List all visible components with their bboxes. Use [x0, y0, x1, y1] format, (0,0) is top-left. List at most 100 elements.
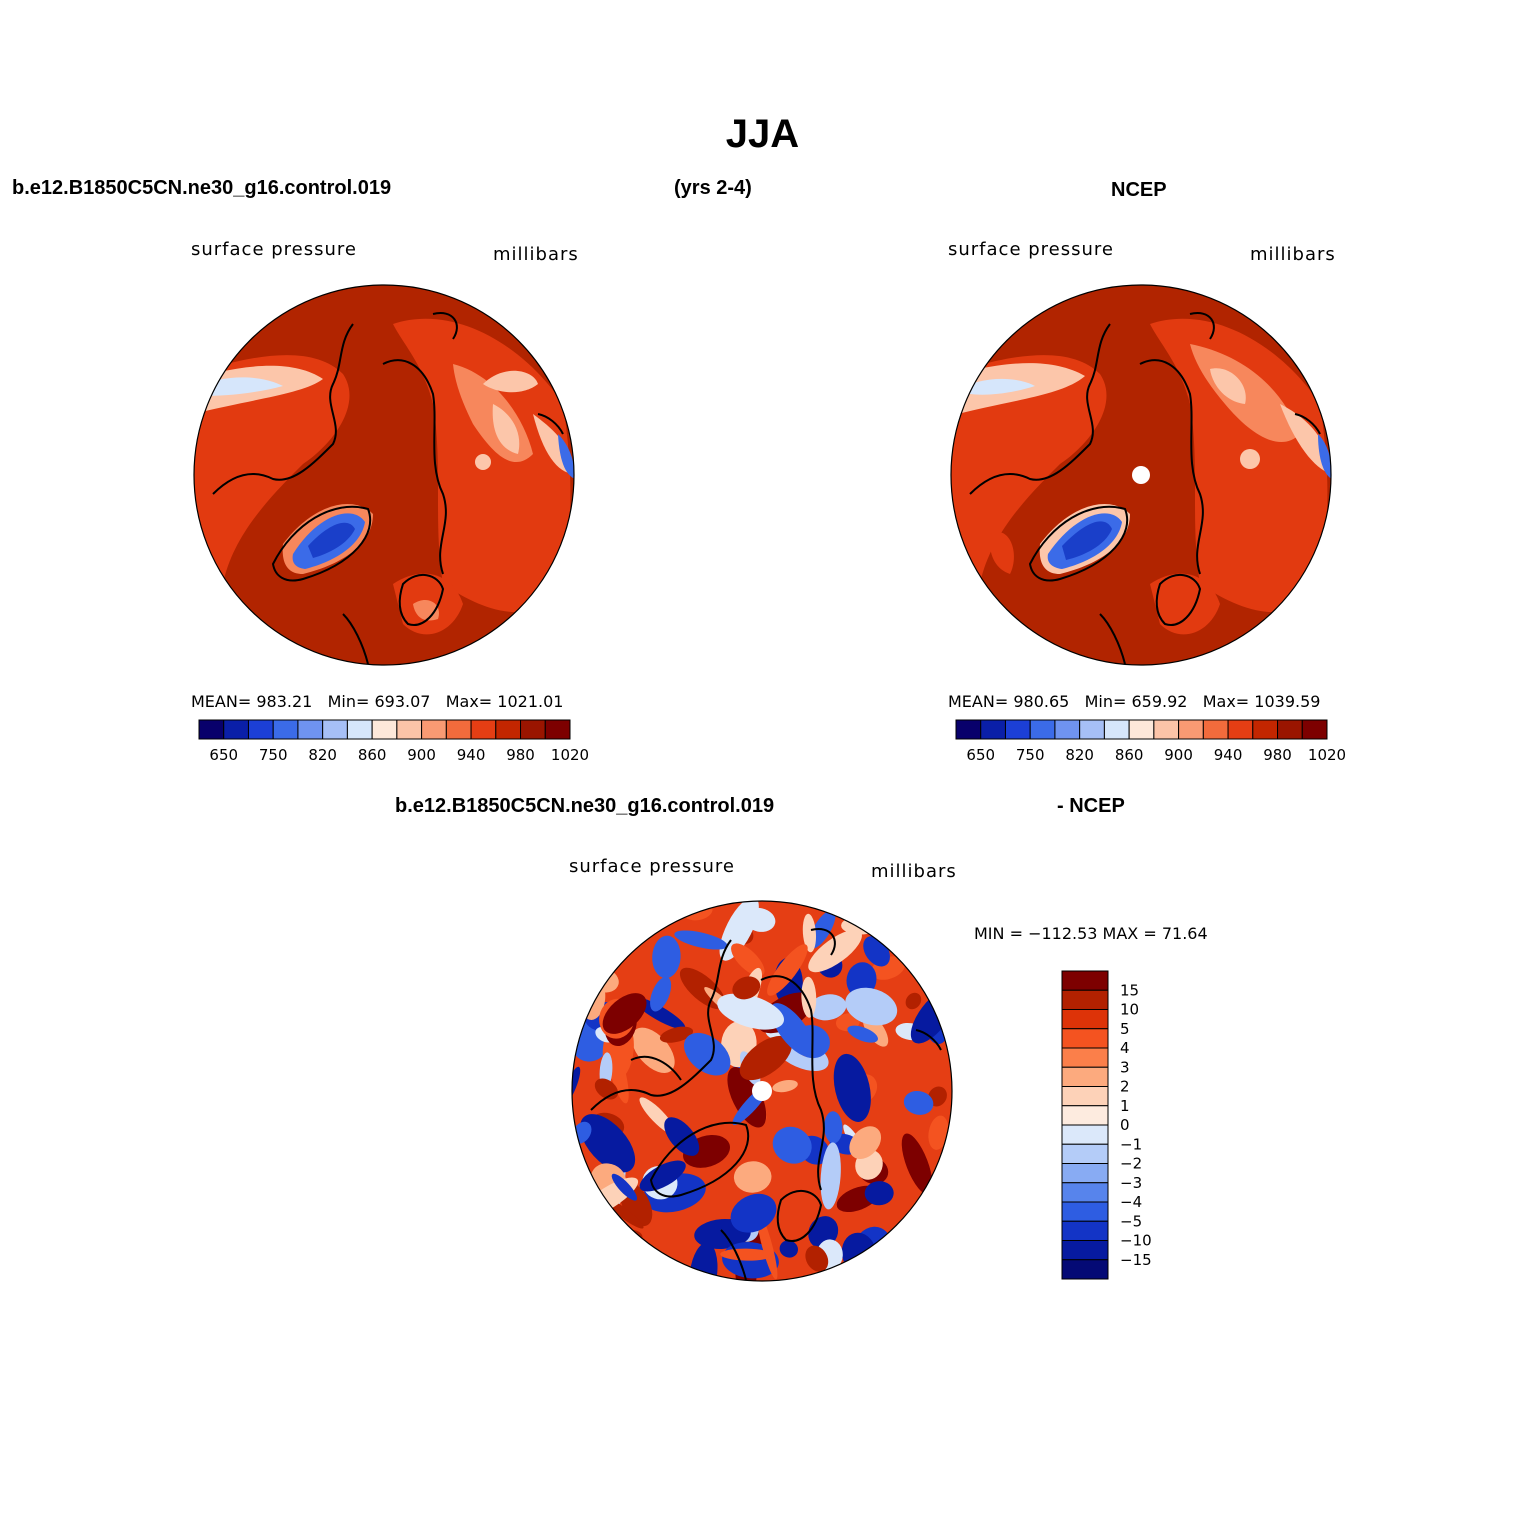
obs-colorbar-box: [1128, 719, 1155, 740]
diff-colorbar-tick-label: 1: [1120, 1097, 1130, 1115]
model-variable-label: surface pressure: [191, 239, 357, 260]
diff-field-blob: [767, 944, 808, 996]
obs-units-label: millibars: [1250, 244, 1336, 265]
model-polar-map: [193, 284, 575, 666]
model-max-label: Max=: [445, 692, 493, 711]
diff-field-blob: [572, 950, 595, 989]
obs-colorbar-box: [980, 719, 1006, 740]
diff-field-blob: [802, 913, 817, 953]
diff-field-blob: [732, 976, 761, 1000]
diff-colorbar-tick-label: −1: [1120, 1135, 1142, 1153]
model-colorbar-box: [544, 719, 571, 740]
diff-colorbar-box: [1061, 989, 1109, 1010]
diff-field-blob: [849, 1126, 882, 1159]
diff-field-blob: [805, 1245, 829, 1272]
diff-colorbar-box: [1061, 1066, 1109, 1087]
model-colorbar-tick-label: 750: [259, 746, 288, 764]
obs-min-value: 659.92: [1131, 692, 1188, 711]
diff-field-blob: [572, 1255, 592, 1281]
obs-colorbar-box: [1029, 719, 1056, 740]
obs-colorbar-box: [1079, 719, 1105, 740]
diff-field-blob: [928, 1115, 949, 1150]
diff-polar-map: [571, 900, 953, 1282]
diff-field-blob: [833, 1053, 871, 1122]
obs-colorbar-box: [1277, 719, 1303, 740]
diff-field-blob: [772, 1079, 798, 1093]
model-mean-label: MEAN=: [191, 692, 252, 711]
diff-field-blob: [824, 1111, 843, 1144]
model-colorbar-box: [223, 719, 249, 740]
diff-field-blob: [602, 993, 647, 1034]
obs-colorbar-box: [1178, 719, 1204, 740]
diff-field-blob: [572, 1066, 581, 1106]
diff-colorbar-tick-label: −15: [1120, 1251, 1152, 1269]
diff-field-blob: [605, 901, 665, 924]
model-colorbar-box: [421, 719, 447, 740]
diff-colorbar-box: [1061, 1124, 1109, 1145]
obs-colorbar-box: [955, 719, 982, 740]
diff-colorbar-tick-label: −4: [1120, 1193, 1142, 1211]
diff-field-blob: [845, 987, 898, 1026]
diff-field-blob: [893, 929, 949, 960]
obs-colorbar-box: [1227, 719, 1254, 740]
diff-colorbar-box: [1061, 1182, 1109, 1203]
model-colorbar-tick-label: 820: [308, 746, 337, 764]
diff-field-blob: [847, 1025, 879, 1043]
diff-field-blob: [719, 901, 759, 961]
diff-field-blob: [611, 1173, 638, 1201]
obs-colorbar-tick-label: 940: [1214, 746, 1243, 764]
obs-stats: MEAN= 980.65 Min= 659.92 Max= 1039.59: [948, 692, 1320, 711]
diff-colorbar-tick-label: 0: [1120, 1116, 1130, 1134]
diff-field-blob: [901, 1133, 933, 1195]
diff-colorbar-tick-label: 5: [1120, 1020, 1130, 1038]
diff-colorbar-box: [1061, 1201, 1109, 1222]
diff-field-blob: [772, 1126, 812, 1164]
diff-field-blob: [583, 1215, 619, 1256]
diff-field-blob: [589, 916, 616, 936]
diff-variable-label: surface pressure: [569, 856, 735, 877]
diff-field-blob: [809, 994, 847, 1021]
diff-colorbar-tick-label: −3: [1120, 1174, 1142, 1192]
diff-colorbar-box: [1061, 1220, 1109, 1241]
obs-colorbar-box: [1301, 719, 1328, 740]
model-stats: MEAN= 983.21 Min= 693.07 Max= 1021.01: [191, 692, 563, 711]
model-colorbar-tick-label: 650: [209, 746, 238, 764]
model-colorbar-box: [198, 719, 225, 740]
model-colorbar-box: [470, 719, 497, 740]
diff-field-blob: [684, 1032, 731, 1076]
diff-units-label: millibars: [871, 861, 957, 882]
model-colorbar-tick-label: 940: [457, 746, 486, 764]
obs-colorbar-tick-label: 750: [1016, 746, 1045, 764]
diff-field-blob: [664, 1117, 700, 1156]
diff-field-blob: [820, 1142, 841, 1210]
model-colorbar-box: [247, 719, 274, 740]
diff-field-blob: [918, 901, 950, 913]
obs-min-label: Min=: [1084, 692, 1127, 711]
obs-name-title: NCEP: [1111, 179, 1167, 201]
model-mean-value: 983.21: [256, 692, 313, 711]
diff-field-blob: [779, 1240, 799, 1258]
obs-colorbar-tick-label: 900: [1164, 746, 1193, 764]
obs-colorbar-tick-label: 820: [1065, 746, 1094, 764]
diff-field-blob: [580, 901, 624, 927]
model-colorbar-box: [371, 719, 398, 740]
diff-field-blob: [864, 1181, 894, 1206]
diff-field-blob: [733, 1161, 772, 1193]
obs-colorbar: 650 750 820 860 900 940 980 1020: [955, 719, 1346, 764]
diff-field-blob: [572, 1182, 596, 1218]
obs-max-value: 1039.59: [1254, 692, 1321, 711]
model-colorbar-box: [297, 719, 324, 740]
model-colorbar-tick-label: 900: [407, 746, 436, 764]
model-max-value: 1021.01: [497, 692, 564, 711]
model-colorbar-box: [520, 719, 546, 740]
diff-colorbar-box: [1061, 1009, 1109, 1030]
diff-colorbar-tick-label: 10: [1120, 1001, 1139, 1019]
model-colorbar-tick-label: 860: [358, 746, 387, 764]
diff-field-blob: [720, 1248, 773, 1261]
diff-colorbar-box: [1061, 1240, 1109, 1261]
diff-field-blob: [801, 976, 817, 1018]
obs-colorbar-box: [1004, 719, 1031, 740]
diff-field-blob: [659, 1026, 694, 1043]
figure-title: JJA: [725, 112, 800, 156]
